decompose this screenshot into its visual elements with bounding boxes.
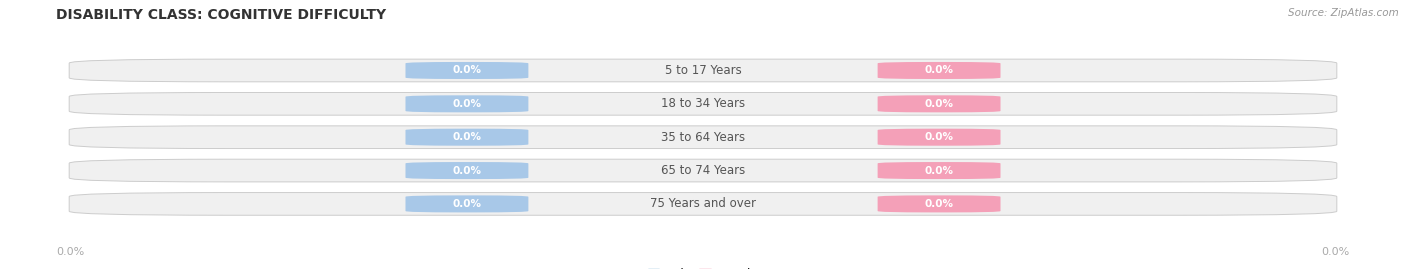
FancyBboxPatch shape [877,162,1001,179]
FancyBboxPatch shape [877,195,1001,213]
Text: 0.0%: 0.0% [453,132,481,142]
FancyBboxPatch shape [405,129,529,146]
Text: 0.0%: 0.0% [925,132,953,142]
Text: Source: ZipAtlas.com: Source: ZipAtlas.com [1288,8,1399,18]
Text: 65 to 74 Years: 65 to 74 Years [661,164,745,177]
FancyBboxPatch shape [69,159,1337,182]
Text: 0.0%: 0.0% [925,165,953,176]
FancyBboxPatch shape [405,95,529,112]
Text: 0.0%: 0.0% [56,247,84,257]
Text: 0.0%: 0.0% [453,99,481,109]
Text: 0.0%: 0.0% [453,65,481,76]
Text: 0.0%: 0.0% [1322,247,1350,257]
Text: 0.0%: 0.0% [925,99,953,109]
Text: 0.0%: 0.0% [453,165,481,176]
FancyBboxPatch shape [405,162,529,179]
FancyBboxPatch shape [877,129,1001,146]
Text: 18 to 34 Years: 18 to 34 Years [661,97,745,110]
FancyBboxPatch shape [69,193,1337,215]
FancyBboxPatch shape [69,126,1337,148]
Text: DISABILITY CLASS: COGNITIVE DIFFICULTY: DISABILITY CLASS: COGNITIVE DIFFICULTY [56,8,387,22]
FancyBboxPatch shape [877,62,1001,79]
FancyBboxPatch shape [405,62,529,79]
Text: 35 to 64 Years: 35 to 64 Years [661,131,745,144]
Legend: Male, Female: Male, Female [643,263,763,269]
FancyBboxPatch shape [877,95,1001,112]
FancyBboxPatch shape [405,195,529,213]
Text: 75 Years and over: 75 Years and over [650,197,756,210]
FancyBboxPatch shape [69,93,1337,115]
FancyBboxPatch shape [69,59,1337,82]
Text: 5 to 17 Years: 5 to 17 Years [665,64,741,77]
Text: 0.0%: 0.0% [925,65,953,76]
Text: 0.0%: 0.0% [453,199,481,209]
Text: 0.0%: 0.0% [925,199,953,209]
